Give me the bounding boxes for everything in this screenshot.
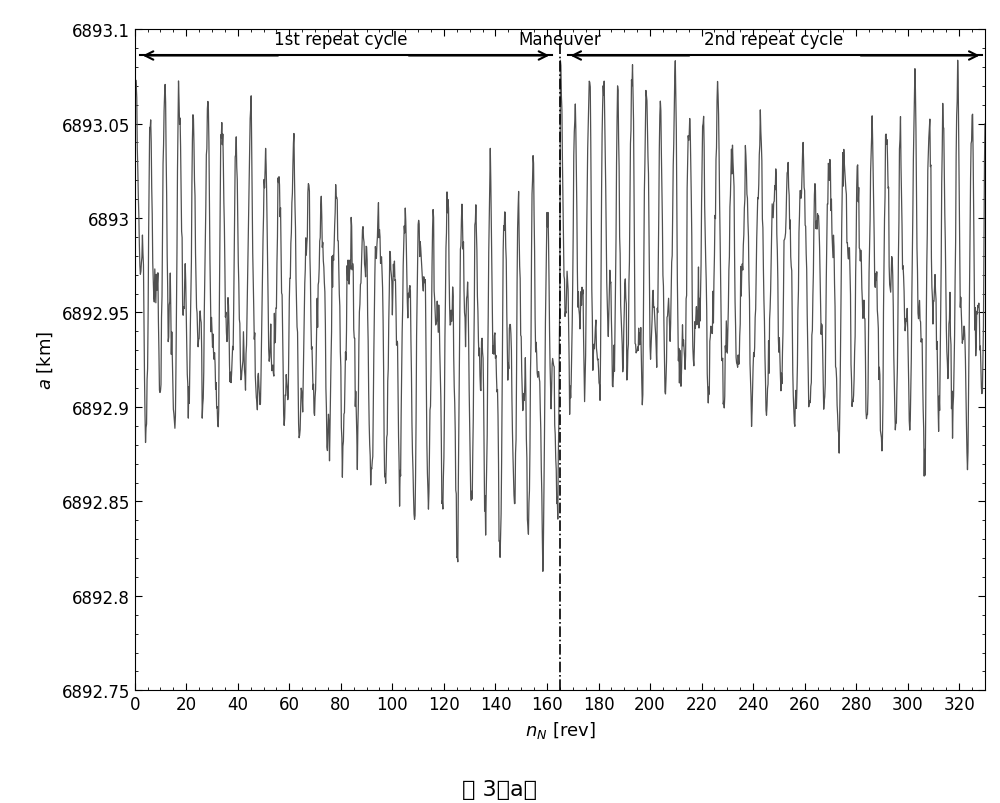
X-axis label: $n_N$ [rev]: $n_N$ [rev] — [525, 719, 595, 740]
Y-axis label: $a$ [km]: $a$ [km] — [35, 331, 55, 389]
Text: 2nd repeat cycle: 2nd repeat cycle — [704, 31, 843, 48]
Text: 1st repeat cycle: 1st repeat cycle — [274, 31, 408, 48]
Text: 图 3（a）: 图 3（a） — [462, 779, 538, 799]
Text: Maneuver: Maneuver — [518, 31, 601, 48]
